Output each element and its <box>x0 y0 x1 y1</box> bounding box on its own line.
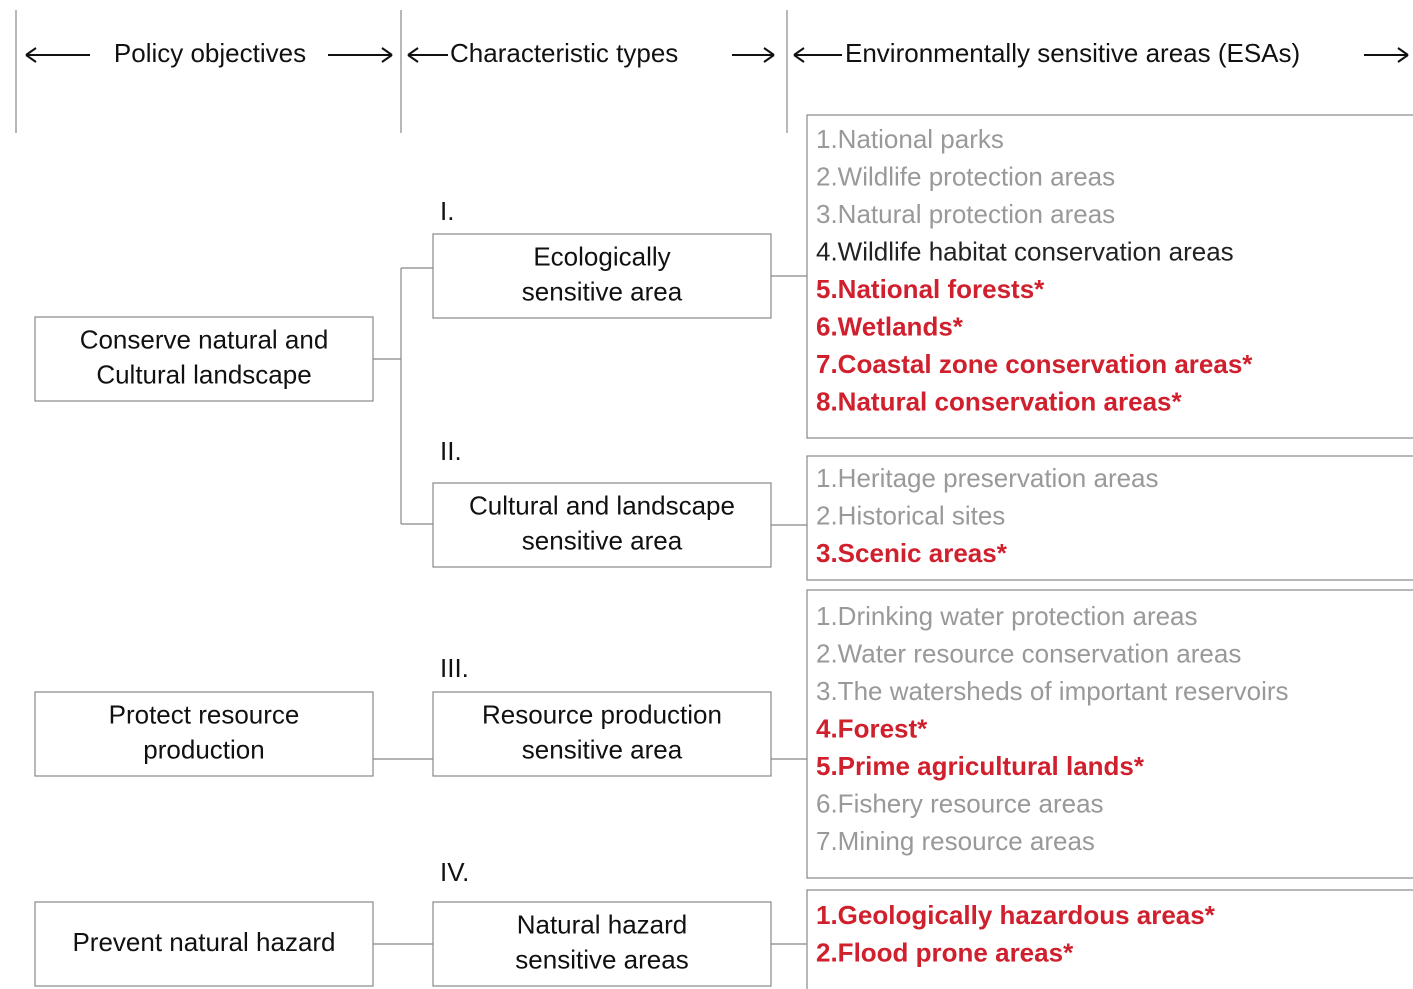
esa-item: 1.Drinking water protection areas <box>816 601 1198 631</box>
esa-item: 2.Wildlife protection areas <box>816 161 1115 191</box>
arrow-right <box>1364 47 1409 63</box>
esa-item: 2.Historical sites <box>816 500 1005 530</box>
type-box-label: Resource production <box>482 699 722 729</box>
type-box <box>432 901 772 987</box>
type-box <box>432 233 772 319</box>
objective-box-label: Prevent natural hazard <box>72 927 335 957</box>
esa-item: 5.National forests* <box>816 274 1045 304</box>
type-box-label: sensitive area <box>522 276 683 306</box>
arrow-left <box>25 47 90 63</box>
esa-box <box>806 589 1413 879</box>
esa-item: 3.Scenic areas* <box>816 538 1008 568</box>
objective-box-label: Protect resource <box>109 699 300 729</box>
esa-item: 3.The watersheds of important reservoirs <box>816 676 1289 706</box>
esa-item: 2.Flood prone areas* <box>816 937 1074 967</box>
objective-box <box>34 316 374 402</box>
esa-box <box>806 455 1413 581</box>
objective-box-label: Conserve natural and <box>80 324 329 354</box>
esa-item: 6.Wetlands* <box>816 311 964 341</box>
esa-item: 3.Natural protection areas <box>816 199 1115 229</box>
objective-box-label: Cultural landscape <box>96 359 311 389</box>
objective-box <box>34 691 374 777</box>
header-arrows <box>25 47 1409 63</box>
esa-item: 1.Heritage preservation areas <box>816 463 1159 493</box>
type-numeral: IV. <box>440 857 469 887</box>
column-header: Environmentally sensitive areas (ESAs) <box>845 38 1300 68</box>
esa-item: 4.Wildlife habitat conservation areas <box>816 236 1234 266</box>
esa-item: 8.Natural conservation areas* <box>816 386 1182 416</box>
type-box-label: sensitive area <box>522 525 683 555</box>
column-header: Policy objectives <box>114 38 306 68</box>
connector <box>373 275 807 945</box>
esa-item: 5.Prime agricultural lands* <box>816 751 1145 781</box>
esa-item: 7.Coastal zone conservation areas* <box>816 349 1253 379</box>
connectors <box>373 267 807 945</box>
type-box-label: Natural hazard <box>517 909 688 939</box>
objective-box-label: production <box>143 734 264 764</box>
arrow-right <box>328 47 393 63</box>
arrow-left <box>407 47 448 63</box>
esa-item: 7.Mining resource areas <box>816 826 1095 856</box>
column-header: Characteristic types <box>450 38 678 68</box>
arrow-left <box>793 47 842 63</box>
header-dividers <box>15 10 788 133</box>
arrow-right <box>732 47 775 63</box>
type-box <box>432 691 772 777</box>
connector <box>373 267 433 525</box>
type-box-label: Ecologically <box>533 241 670 271</box>
type-box <box>432 482 772 568</box>
esa-item: 4.Forest* <box>816 713 928 743</box>
esa-item: 1.National parks <box>816 124 1004 154</box>
type-box-label: sensitive areas <box>515 944 688 974</box>
type-numeral: I. <box>440 196 454 226</box>
esa-box <box>806 114 1413 439</box>
esa-box <box>806 889 1413 989</box>
esa-item: 6.Fishery resource areas <box>816 788 1104 818</box>
objective-box <box>34 901 374 987</box>
type-numeral: III. <box>440 653 469 683</box>
type-box-label: sensitive area <box>522 734 683 764</box>
type-box-label: Cultural and landscape <box>469 490 735 520</box>
type-numeral: II. <box>440 436 462 466</box>
esa-item: 2.Water resource conservation areas <box>816 638 1241 668</box>
esa-item: 1.Geologically hazardous areas* <box>816 900 1216 930</box>
